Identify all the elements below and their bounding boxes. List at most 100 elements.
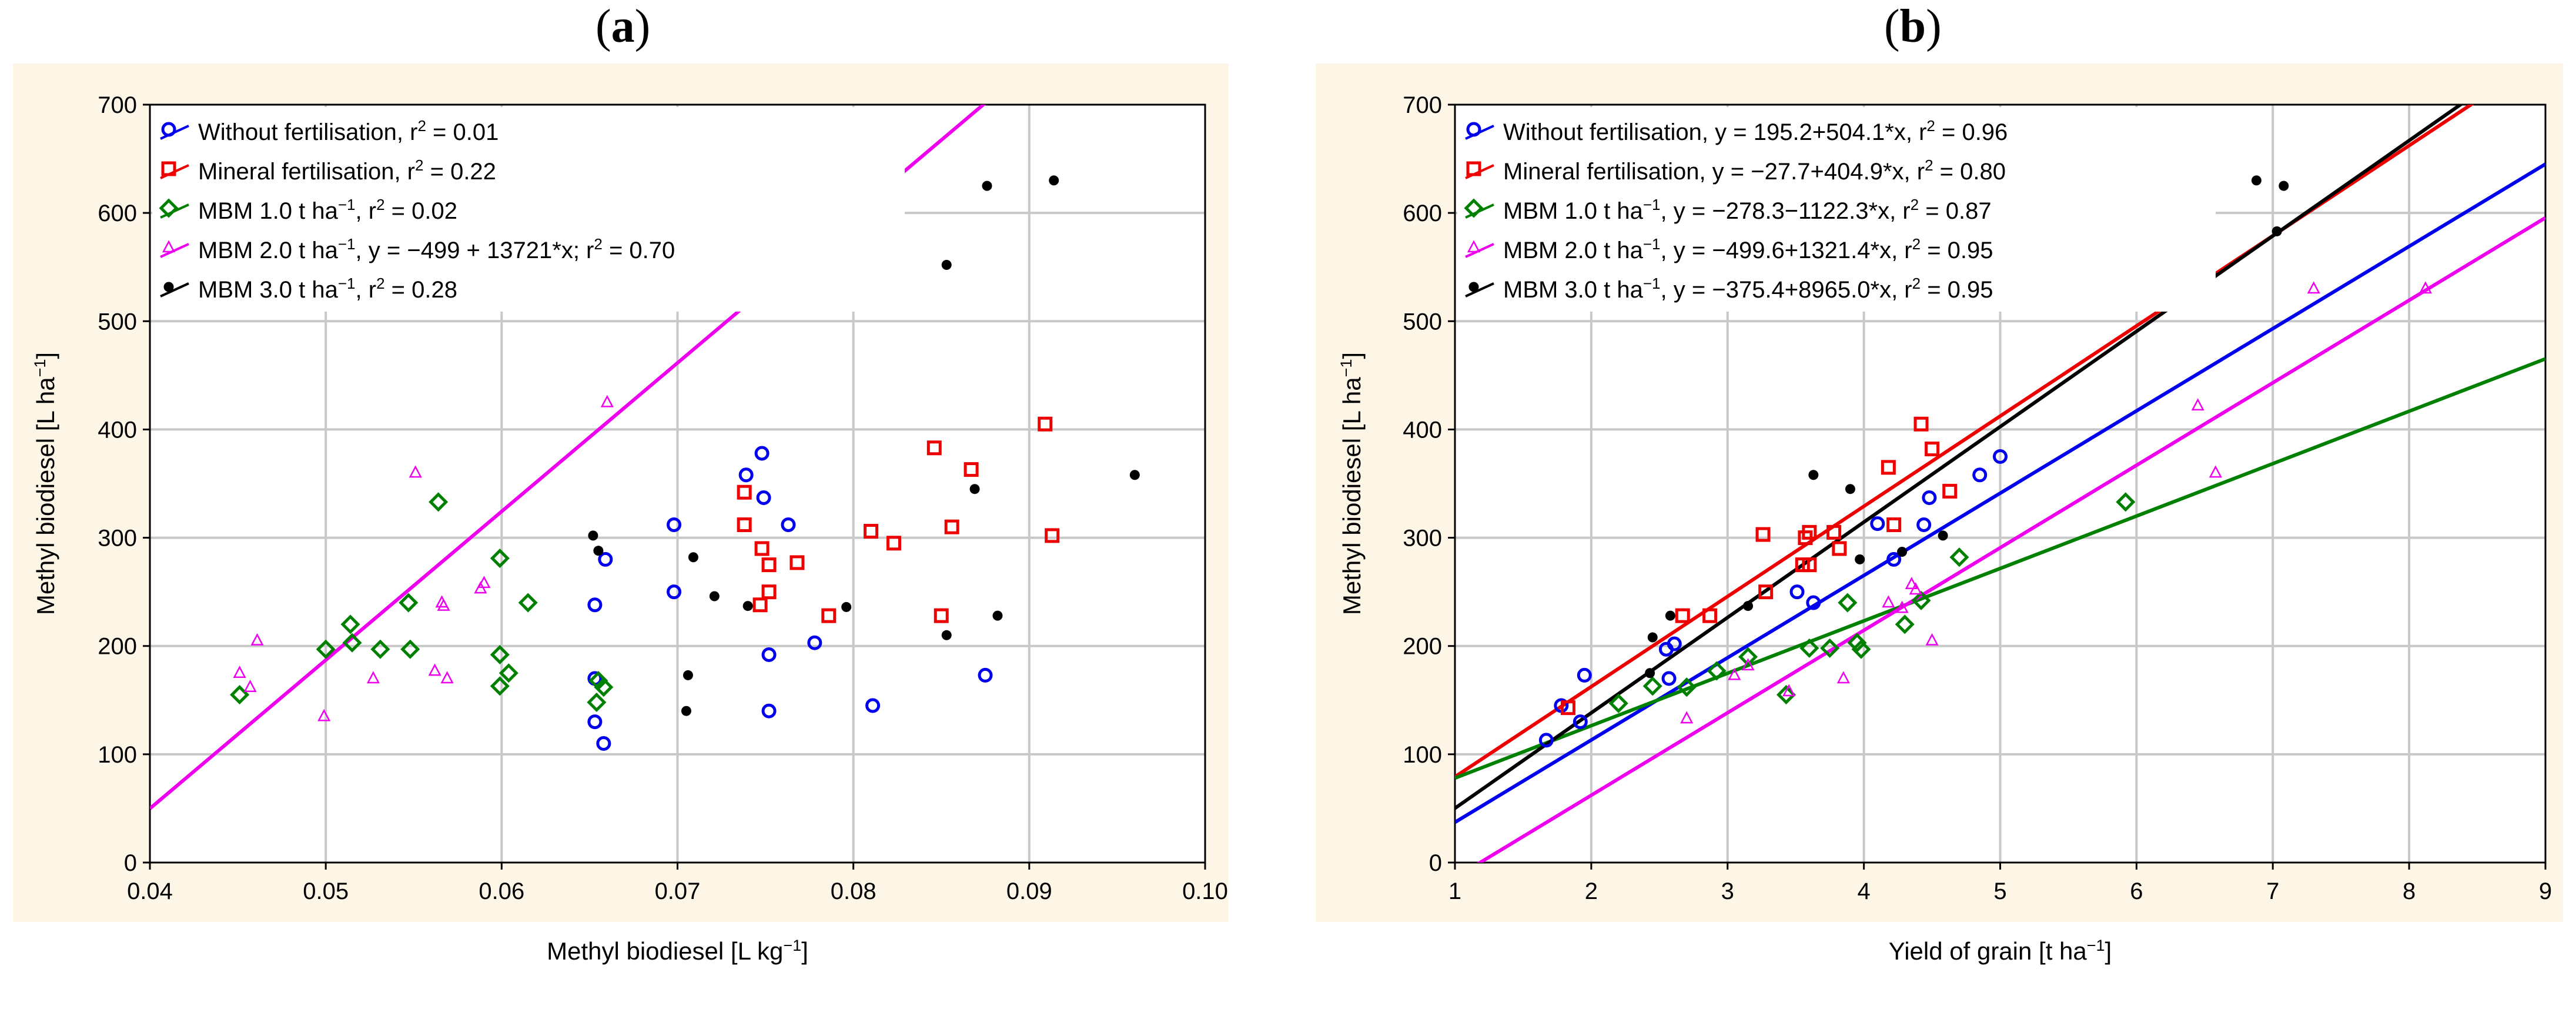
legend-marker-mbm1 <box>1464 198 1484 218</box>
point-mineral <box>754 541 770 556</box>
point-mbm1 <box>2116 492 2136 512</box>
point-mbm1 <box>490 549 510 569</box>
point-without <box>1922 490 1937 505</box>
legend-line-mbm3 <box>160 282 189 298</box>
legend-label-mbm1: MBM 1.0 t ha−1, y = −278.3−1122.3*x, r2 … <box>1503 196 1992 224</box>
legend-label-mineral: Mineral fertilisation, r2 = 0.22 <box>198 156 496 185</box>
point-mbm1 <box>1820 638 1840 658</box>
series-mineral <box>1560 416 1958 716</box>
point-mbm2 <box>1836 671 1850 684</box>
point-mbm1 <box>1838 593 1858 613</box>
fit-line-mineral <box>1455 105 2474 778</box>
point-without <box>1993 449 2008 464</box>
x-tick-label: 8 <box>2403 878 2416 904</box>
x-tick-label: 5 <box>1993 878 2006 904</box>
point-mineral <box>1913 416 1929 432</box>
legend-line-mbm2 <box>160 243 189 258</box>
series-mineral <box>737 416 1060 623</box>
point-mbm1 <box>399 593 419 613</box>
point-mineral <box>1038 416 1053 432</box>
point-mineral <box>1045 528 1060 543</box>
fit-line-mbm2 <box>1477 216 2545 863</box>
legend-box <box>152 107 905 312</box>
point-without <box>598 552 613 567</box>
point-mbm3 <box>941 260 952 270</box>
point-mbm1 <box>400 639 420 659</box>
point-mineral <box>886 536 901 551</box>
point-without <box>865 698 881 713</box>
y-tick-label: 400 <box>98 417 137 443</box>
point-mbm1 <box>1851 639 1871 659</box>
y-tick-label: 500 <box>98 309 137 335</box>
legend-label-mbm2: MBM 2.0 t ha−1, y = −499.6+1321.4*x, r2 … <box>1503 235 1993 263</box>
point-mineral <box>934 608 949 623</box>
point-mineral <box>1832 541 1847 556</box>
point-mbm1 <box>316 639 336 659</box>
y-tick-label: 200 <box>98 634 137 660</box>
point-mineral <box>1881 460 1896 475</box>
point-mineral <box>789 555 805 570</box>
fit-lines <box>1455 105 2545 863</box>
legend-label-mbm1: MBM 1.0 t ha−1, r2 = 0.02 <box>198 196 457 224</box>
point-mbm3 <box>1645 668 1655 679</box>
fit-lines <box>150 105 986 810</box>
series-without <box>1538 449 2008 748</box>
point-without <box>1870 516 1885 532</box>
y-tick-label: 200 <box>1403 634 1442 660</box>
y-tick-label: 100 <box>1403 742 1442 768</box>
y-tick-label: 700 <box>98 92 137 118</box>
point-mbm1 <box>587 692 607 713</box>
point-mbm2 <box>1925 633 1939 646</box>
point-mbm2 <box>428 663 441 676</box>
legend-marker-mbm1 <box>159 198 179 218</box>
point-without <box>978 667 993 683</box>
point-mbm3 <box>742 601 753 611</box>
point-without <box>754 446 770 461</box>
point-mbm3 <box>969 484 980 494</box>
x-tick-label: 1 <box>1448 878 1461 904</box>
point-mbm1 <box>490 676 510 696</box>
legend-marker-mbm3 <box>1468 282 1479 292</box>
y-axis-label: Methyl biodiesel [L ha−1] <box>1337 352 1366 615</box>
point-mbm2 <box>437 598 450 611</box>
point-mbm2 <box>1909 582 1922 595</box>
point-mineral <box>1755 527 1771 542</box>
point-mineral <box>944 519 959 534</box>
x-tick-label: 0.06 <box>479 878 524 904</box>
legend-marker-without <box>1466 122 1481 137</box>
point-without <box>587 714 603 730</box>
series-mbm2 <box>1680 281 2433 724</box>
fit-line-mbm1 <box>1455 357 2545 780</box>
point-mbm2 <box>2418 281 2433 294</box>
x-axis-label: Yield of grain [t ha−1] <box>1889 937 2112 965</box>
point-mineral <box>737 484 752 500</box>
point-mbm1 <box>340 614 360 634</box>
x-tick-label: 0.10 <box>1182 878 1228 904</box>
x-tick-label: 2 <box>1585 878 1598 904</box>
point-mbm2 <box>1782 684 1796 697</box>
y-tick-label: 0 <box>1429 850 1442 876</box>
point-without <box>761 703 777 718</box>
point-mbm2 <box>440 671 454 684</box>
legend-marker-without <box>161 122 176 137</box>
point-mbm2 <box>409 465 422 478</box>
x-tick-label: 6 <box>2130 878 2143 904</box>
point-without <box>1538 733 1554 748</box>
legend-marker-mbm2 <box>162 240 176 253</box>
point-mbm2 <box>1728 667 1741 680</box>
y-tick-label: 600 <box>98 200 137 226</box>
legend: Without fertilisation, r2 = 0.01 Mineral … <box>152 107 905 312</box>
point-mbm2 <box>2307 281 2320 294</box>
point-mbm1 <box>342 633 362 653</box>
point-mbm1 <box>1847 633 1867 653</box>
y-tick-label: 600 <box>1403 200 1442 226</box>
point-without <box>738 467 754 483</box>
fit-line-without <box>1455 162 2545 824</box>
point-mbm3 <box>1855 554 1865 564</box>
y-tick-label: 500 <box>1403 309 1442 335</box>
point-mbm2 <box>250 633 264 646</box>
point-mbm1 <box>230 685 250 705</box>
point-mineral <box>761 584 777 600</box>
point-mbm1 <box>1799 638 1819 658</box>
